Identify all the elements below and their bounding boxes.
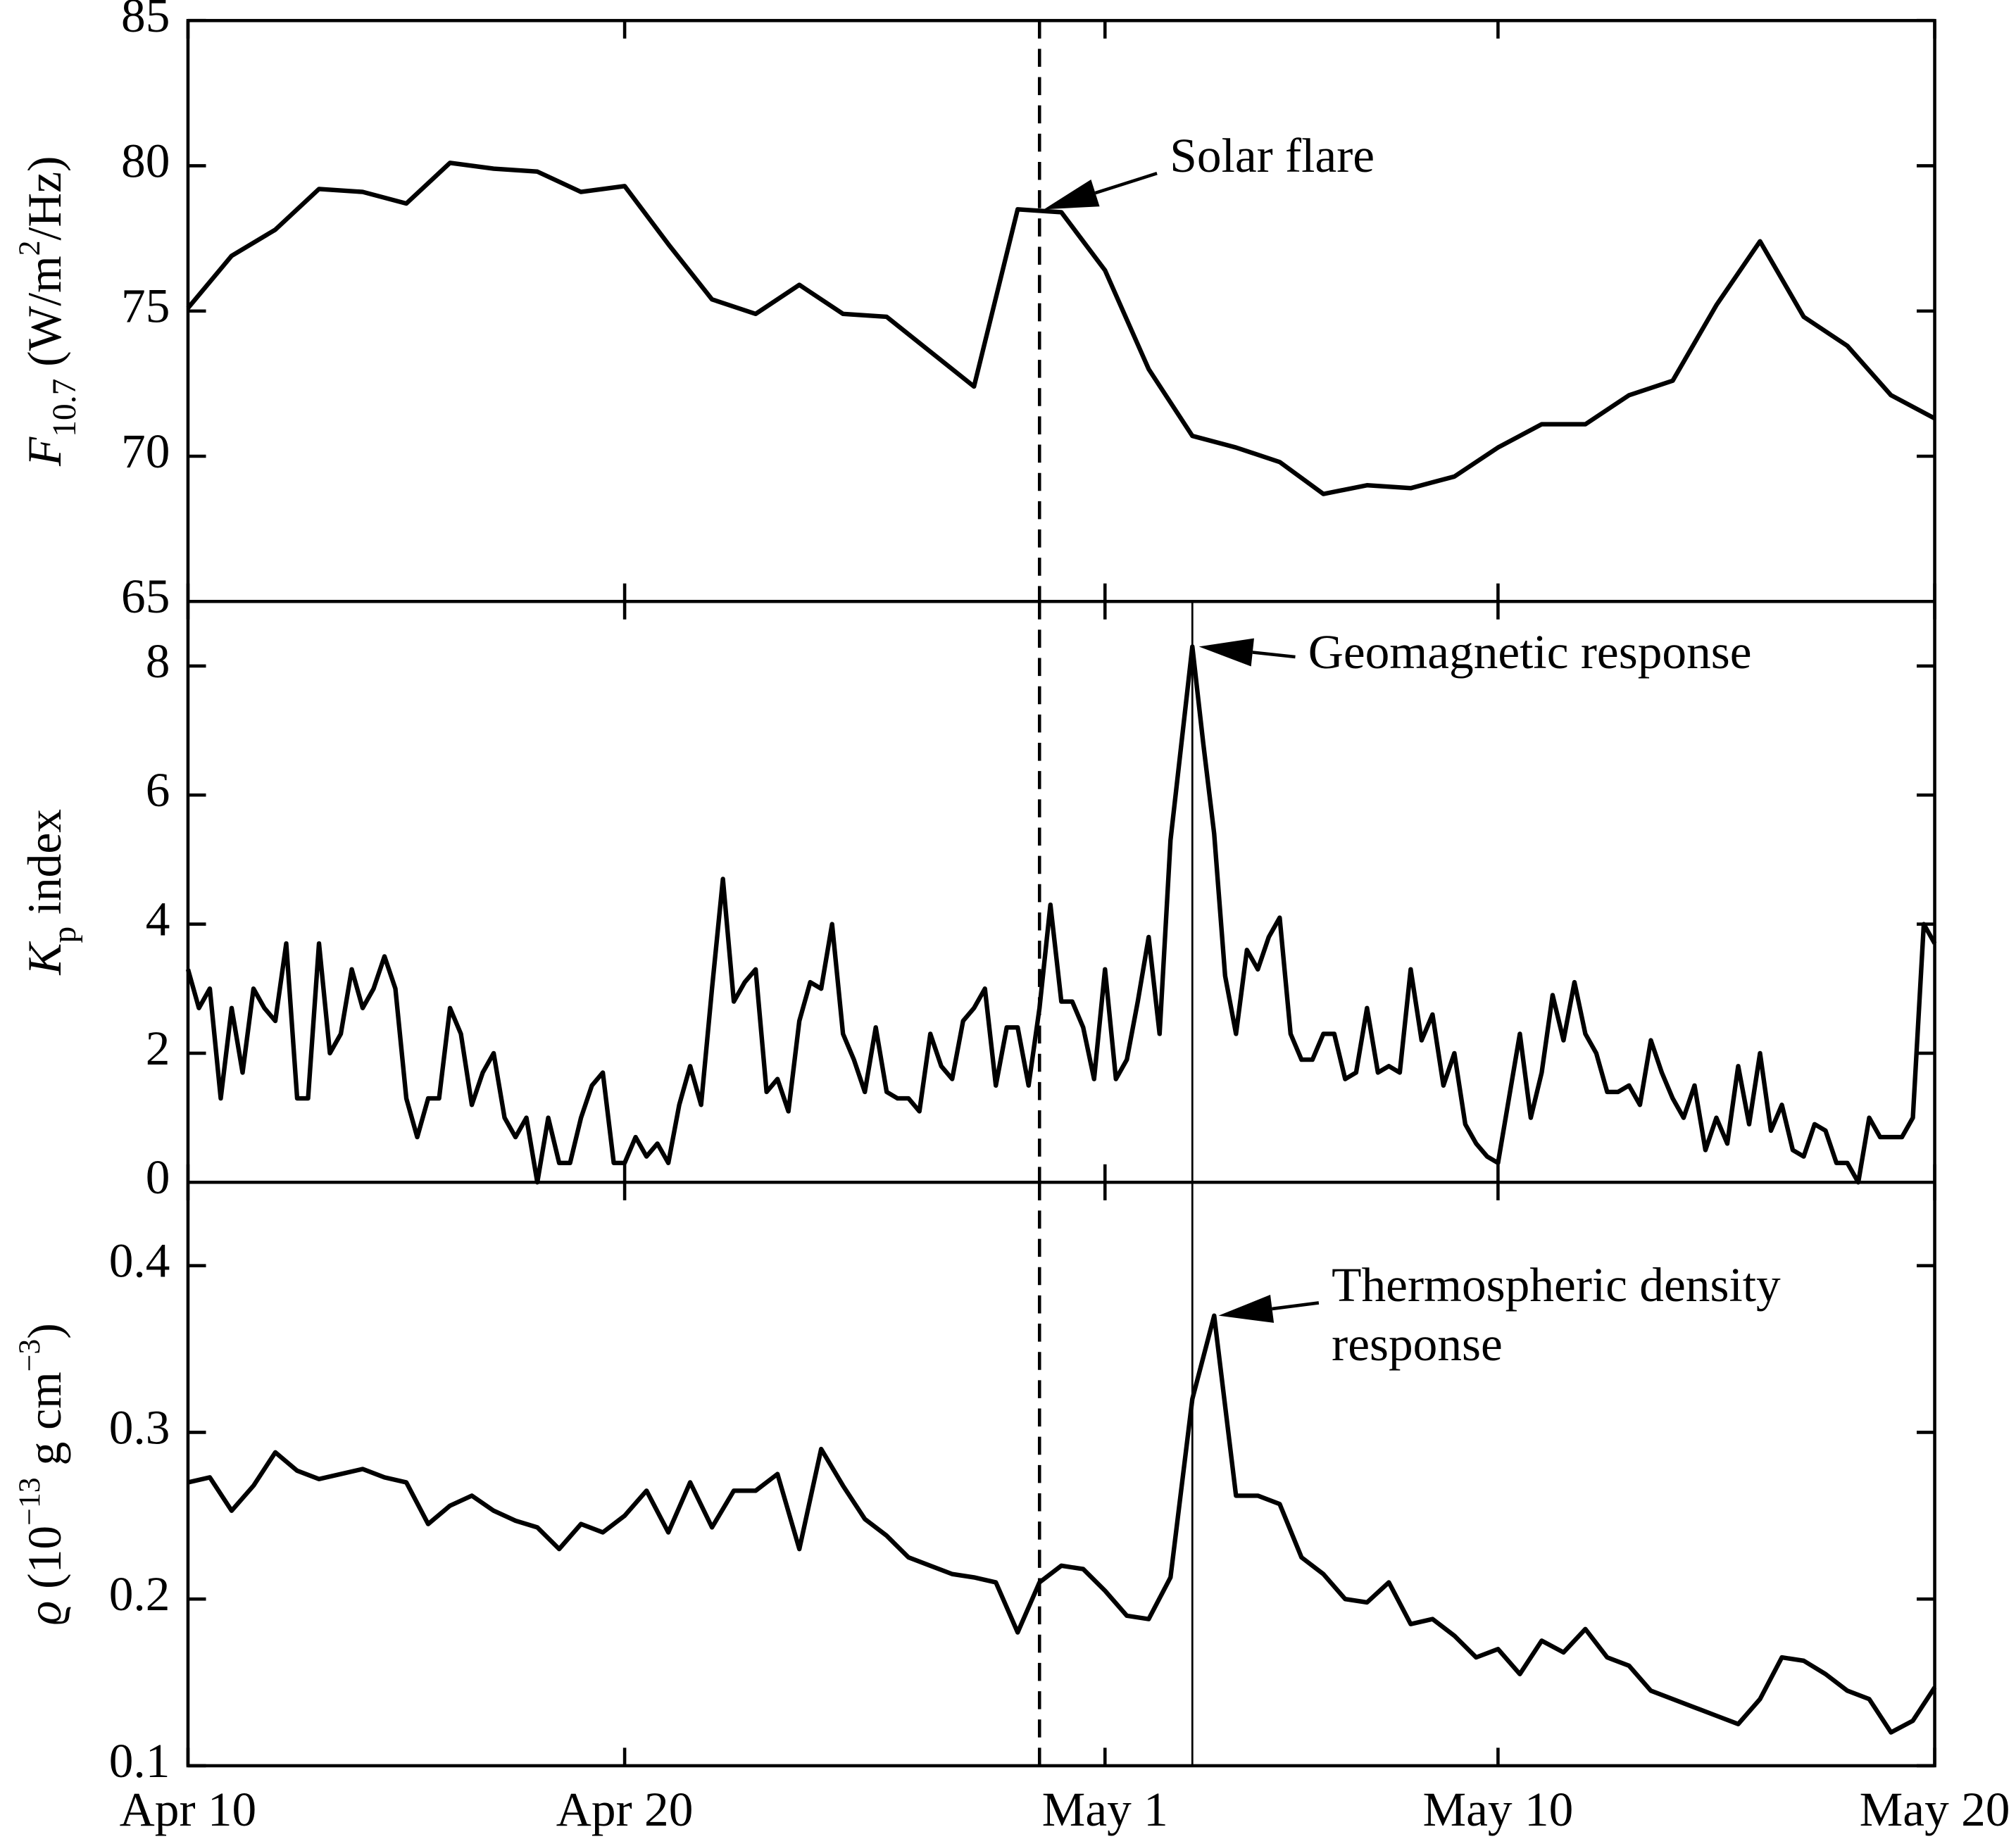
y-axis-label-part: p (46, 927, 83, 943)
plot-frame (186, 18, 1936, 1768)
y-axis-label-part: 10.7 (46, 379, 83, 437)
y-tick-label: 0 (146, 1150, 170, 1205)
y-tick-label: 6 (146, 763, 170, 817)
y-tick-label: 75 (121, 280, 170, 334)
y-axis-label: Kp index (18, 809, 82, 976)
annotation-arrowhead (1218, 1295, 1275, 1323)
data-line (186, 161, 1936, 496)
y-tick-label: 0.2 (109, 1567, 170, 1621)
y-axis-label-part: K (18, 941, 70, 976)
y-tick-label: 0.3 (109, 1400, 170, 1455)
y-axis-label-part: g cm (18, 1372, 70, 1477)
x-tick-label: May 10 (1422, 1783, 1573, 1837)
y-axis-label-part: −3 (13, 1339, 46, 1372)
y-axis-label-part: ϱ (18, 1601, 70, 1625)
x-tick-label: May 1 (1042, 1783, 1168, 1837)
y-axis-label-part: /Hz) (18, 156, 70, 240)
y-tick-label: 65 (121, 570, 170, 624)
x-tick-label: Apr 20 (556, 1783, 694, 1837)
annotation: response (1332, 1317, 1503, 1372)
annotation-arrow (1094, 172, 1158, 195)
y-tick-label: 2 (146, 1022, 170, 1076)
annotation: Solar flare (1170, 129, 1375, 183)
y-axis-label-part: F (18, 437, 70, 467)
y-tick-label: 8 (146, 634, 170, 689)
x-tick-label: May 20 (1860, 1783, 2010, 1837)
y-tick-label: 4 (146, 893, 170, 947)
y-tick-label: 0.1 (109, 1734, 170, 1788)
annotation-arrowhead (1198, 638, 1254, 667)
annotation: Geomagnetic response (1308, 625, 1752, 679)
y-axis-label-part: index (18, 809, 70, 927)
data-line (187, 1313, 1937, 1735)
x-tick-label: Apr 10 (120, 1783, 257, 1837)
y-axis-label: ϱ (10−13 g cm−3) (13, 1323, 70, 1625)
annotation-arrow (1272, 1301, 1320, 1311)
y-axis-label-part: −13 (13, 1477, 46, 1525)
annotation: Thermospheric density (1332, 1258, 1781, 1312)
y-axis-label-part: (W/m (18, 256, 70, 378)
y-axis-label-part: ) (18, 1323, 70, 1338)
y-tick-label: 80 (121, 134, 170, 188)
y-axis-label-part: 2 (13, 240, 46, 256)
y-tick-label: 0.4 (109, 1234, 170, 1288)
annotation-arrow (1252, 651, 1296, 659)
y-tick-label: 85 (121, 0, 170, 43)
annotation-arrowhead (1044, 179, 1100, 210)
y-axis-label-part: (10 (18, 1526, 70, 1601)
y-tick-label: 70 (121, 425, 170, 479)
y-axis-label: F10.7 (W/m2/Hz) (13, 156, 83, 467)
data-line (185, 644, 1937, 1185)
